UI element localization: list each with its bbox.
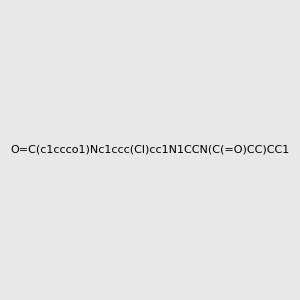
- Text: O=C(c1ccco1)Nc1ccc(Cl)cc1N1CCN(C(=O)CC)CC1: O=C(c1ccco1)Nc1ccc(Cl)cc1N1CCN(C(=O)CC)C…: [11, 145, 290, 155]
